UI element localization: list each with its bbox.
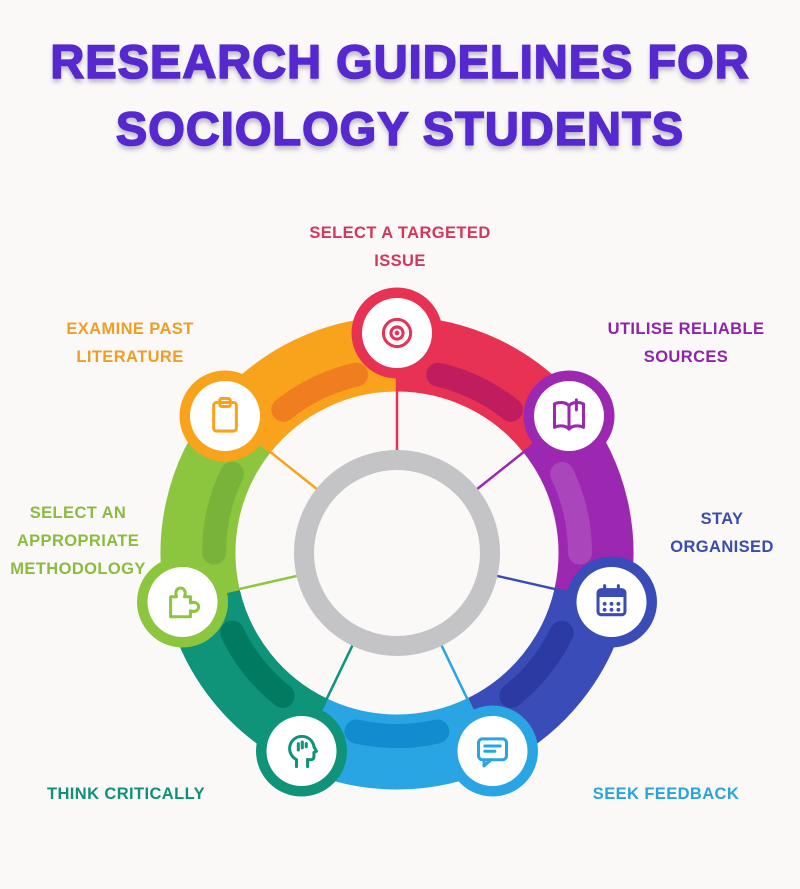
calendar-icon	[596, 584, 627, 617]
node-select-methodology	[137, 556, 228, 648]
segment-stripe-issue	[426, 362, 523, 422]
segment-stripe-feedback	[344, 719, 450, 749]
puzzle-piece-icon	[169, 586, 201, 619]
spoke-sources	[474, 442, 536, 492]
label-line: EXAMINE PAST	[66, 320, 194, 338]
node-select-a-targeted-issue	[351, 287, 443, 379]
label-line: APPROPRIATE	[16, 532, 140, 550]
segment-stripe-sources	[550, 462, 592, 565]
node-stay-organised	[566, 556, 657, 648]
title-line-1: RESEARCH GUIDELINES FOR	[50, 34, 750, 89]
label-line: ORGANISED	[670, 538, 774, 556]
node-examine-past-literature	[179, 370, 271, 462]
label-line: ISSUE	[374, 252, 426, 270]
spoke-organised	[494, 574, 569, 594]
label-stay-organised: STAY ORGANISED	[632, 505, 800, 561]
segment-stripe-critically	[220, 620, 295, 708]
node-seek-feedback	[447, 705, 538, 797]
label-select-a-targeted-issue: SELECT A TARGETED ISSUE	[250, 219, 550, 275]
spoke-critically	[319, 642, 355, 713]
label-line: UTILISE RELIABLE	[607, 320, 765, 338]
open-book-icon	[552, 398, 586, 431]
label-line: STAY	[700, 510, 744, 528]
node-bg	[190, 381, 260, 451]
node-bg	[147, 567, 218, 637]
target-icon	[381, 317, 413, 349]
spoke-literature	[258, 442, 320, 492]
node-bg	[266, 716, 337, 786]
hub-ring	[294, 450, 500, 656]
segment-stripe-methodology	[202, 461, 244, 565]
label-line: SEEK FEEDBACK	[592, 785, 740, 803]
label-line: SELECT AN	[29, 504, 127, 522]
segment-stripe-organised	[499, 620, 574, 708]
spoke-methodology	[225, 574, 300, 594]
label-line: LITERATURE	[76, 348, 184, 366]
segment-stripe-literature	[271, 362, 369, 422]
node-think-critically	[256, 705, 347, 797]
label-select-methodology: SELECT AN APPROPRIATE METHODOLOGY	[0, 499, 156, 583]
node-utilise-reliable-sources	[523, 370, 615, 462]
title-line-2: SOCIOLOGY STUDENTS	[115, 101, 685, 156]
chat-bubble-icon	[476, 737, 509, 768]
page-title: RESEARCH GUIDELINES FOR SOCIOLOGY STUDEN…	[0, 28, 800, 162]
label-line: THINK CRITICALLY	[47, 785, 205, 803]
thinking-head-icon	[288, 734, 318, 769]
spoke-feedback	[439, 642, 475, 713]
label-seek-feedback: SEEK FEEDBACK	[556, 780, 776, 808]
label-line: SOURCES	[643, 348, 729, 366]
label-utilise-reliable-sources: UTILISE RELIABLE SOURCES	[576, 315, 796, 371]
label-line: METHODOLOGY	[10, 560, 146, 578]
label-think-critically: THINK CRITICALLY	[16, 780, 236, 808]
clipboard-icon	[212, 397, 238, 433]
label-examine-past-literature: EXAMINE PAST LITERATURE	[30, 315, 230, 371]
label-line: SELECT A TARGETED	[309, 224, 491, 242]
